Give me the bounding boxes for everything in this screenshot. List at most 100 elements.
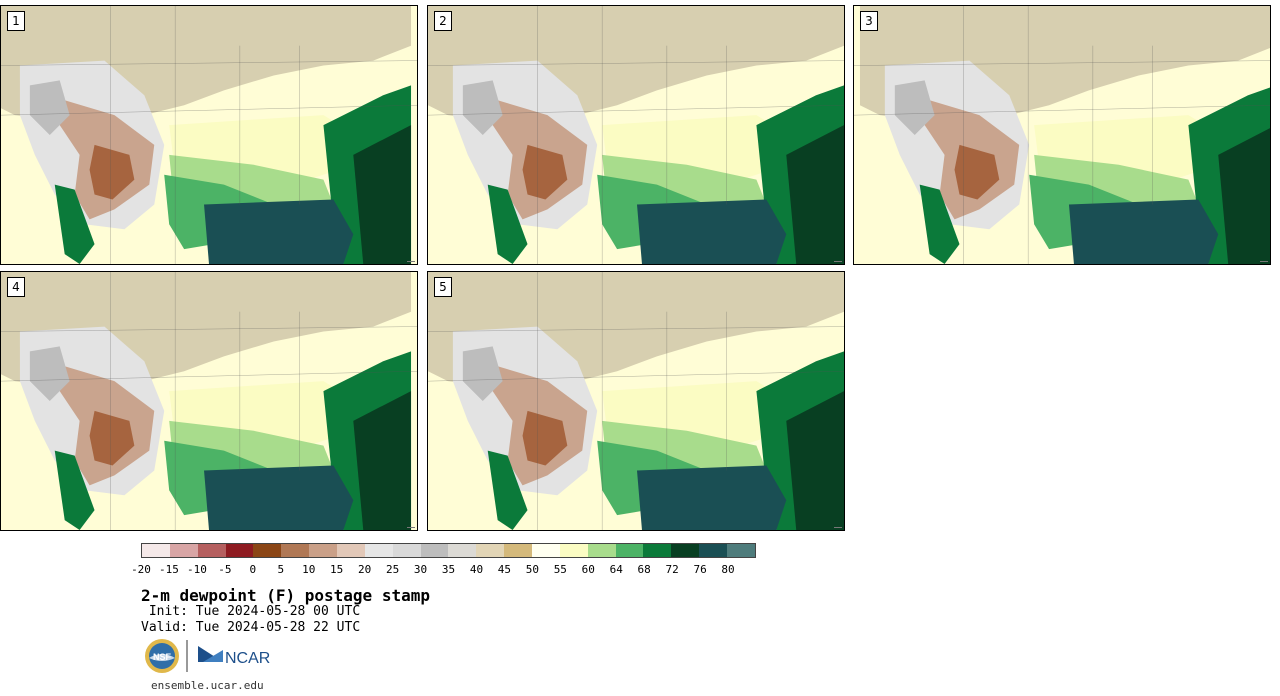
dry-core-region: [89, 144, 135, 200]
member-label-5: 5: [434, 277, 452, 297]
ncar-logo-text: NCAR: [225, 650, 270, 667]
scale-tick: [834, 527, 842, 528]
colorbar-tick-label: 15: [330, 563, 344, 576]
state-border: [428, 371, 844, 382]
state-border: [854, 105, 1270, 116]
colorbar: [141, 543, 756, 558]
atlantic-dark-green: [353, 125, 412, 264]
nsf-logo-text: NSF: [153, 652, 172, 662]
colorbar-tick-label: 50: [525, 563, 539, 576]
map-panel-5: 5: [427, 271, 845, 531]
member-label-4: 4: [7, 277, 25, 297]
colorbar-tick-label: 55: [553, 563, 567, 576]
dry-core-region: [522, 144, 568, 200]
colorbar-tick-label: 60: [581, 563, 595, 576]
state-border: [1, 60, 417, 66]
atlantic-dark-green: [1218, 128, 1270, 264]
dry-core-region: [522, 410, 568, 466]
colorbar-tick-label: -20: [131, 563, 151, 576]
colorbar-tick-label: 80: [721, 563, 735, 576]
valid-time: Valid: Tue 2024-05-28 22 UTC: [141, 620, 361, 635]
member-label-2: 2: [434, 11, 452, 31]
colorbar-tick-label: -10: [186, 563, 207, 576]
colorbar-swatch: [476, 544, 505, 557]
state-border: [428, 105, 844, 116]
ncar-logo: NCAR: [198, 646, 270, 667]
colorbar-tick-label: 30: [413, 563, 428, 576]
great-basin-gray: [29, 346, 70, 401]
gulf-water: [636, 465, 787, 530]
gulf-water: [204, 199, 354, 264]
gulf-water: [636, 199, 787, 264]
great-basin-gray: [29, 80, 70, 135]
colorbar-swatch: [309, 544, 338, 557]
colorbar-swatch: [587, 544, 616, 557]
baja-green: [54, 450, 95, 530]
colorbar-swatch: [504, 544, 533, 557]
scale-tick: [1260, 261, 1268, 262]
colorbar-tick-label: 25: [385, 563, 400, 576]
colorbar-swatch: [643, 544, 672, 557]
colorbar-tick-labels: -20 -15 -10 -5 0 5 10 15 20 25 30 35 40 45 50 55 60 64 68 7…: [131, 563, 756, 577]
map-panel-4: 4: [0, 271, 418, 531]
atlantic-dark-green: [353, 391, 412, 530]
colorbar-swatch: [615, 544, 644, 557]
state-border: [428, 326, 844, 332]
dewpoint-map-4: [1, 272, 417, 530]
colorbar-tick-label: 72: [665, 563, 679, 576]
baja-green: [487, 450, 528, 530]
dewpoint-map-2: [428, 6, 844, 264]
colorbar-swatch: [559, 544, 588, 557]
website-url[interactable]: ensemble.ucar.edu: [151, 679, 264, 692]
great-basin-gray: [894, 80, 935, 135]
colorbar-tick-label: 10: [302, 563, 316, 576]
chart-title: 2-m dewpoint (F) postage stamp: [141, 586, 430, 605]
colorbar-tick-label: 35: [441, 563, 456, 576]
init-time: Init: Tue 2024-05-28 00 UTC: [141, 604, 361, 619]
dewpoint-map-3: [854, 6, 1270, 264]
colorbar-swatch: [169, 544, 198, 557]
colorbar-tick-label: 45: [497, 563, 512, 576]
scale-tick: [407, 261, 415, 262]
state-border: [854, 60, 1270, 66]
scale-tick: [407, 527, 415, 528]
map-panel-2: 2: [427, 5, 845, 265]
colorbar-swatch: [420, 544, 449, 557]
great-basin-gray: [462, 80, 503, 135]
gulf-water: [204, 465, 354, 530]
nsf-logo: NSF: [145, 639, 179, 673]
dry-core-region: [954, 144, 1000, 200]
state-border: [1, 105, 417, 116]
colorbar-swatch: [671, 544, 700, 557]
colorbar-swatch: [727, 544, 755, 557]
colorbar-swatch: [337, 544, 365, 557]
dewpoint-map-1: [1, 6, 417, 264]
colorbar-tick-label: 40: [469, 563, 484, 576]
colorbar-swatch: [253, 544, 282, 557]
colorbar-swatch: [448, 544, 477, 557]
scale-tick: [834, 261, 842, 262]
colorbar-tick-label: -15: [159, 563, 179, 576]
dewpoint-map-5: [428, 272, 844, 530]
atlantic-dark-green: [786, 125, 844, 264]
dry-core-region: [89, 410, 135, 466]
atlantic-dark-green: [786, 391, 844, 530]
state-border: [428, 60, 844, 66]
colorbar-swatch: [142, 544, 170, 557]
colorbar-swatch: [281, 544, 310, 557]
great-basin-gray: [462, 346, 503, 401]
map-panel-3: 3: [853, 5, 1271, 265]
colorbar-tick-label: 0: [249, 563, 257, 576]
state-border: [1, 326, 417, 332]
colorbar-swatch: [197, 544, 226, 557]
baja-green: [54, 184, 95, 264]
logos: NSF NCAR: [143, 638, 283, 674]
colorbar-swatch: [225, 544, 254, 557]
colorbar-swatch: [364, 544, 393, 557]
colorbar-swatch: [392, 544, 421, 557]
gulf-water: [1068, 199, 1219, 264]
state-border: [1, 371, 417, 382]
colorbar-tick-label: 76: [693, 563, 707, 576]
colorbar-tick-label: 68: [637, 563, 651, 576]
colorbar-tick-label: 20: [358, 563, 372, 576]
